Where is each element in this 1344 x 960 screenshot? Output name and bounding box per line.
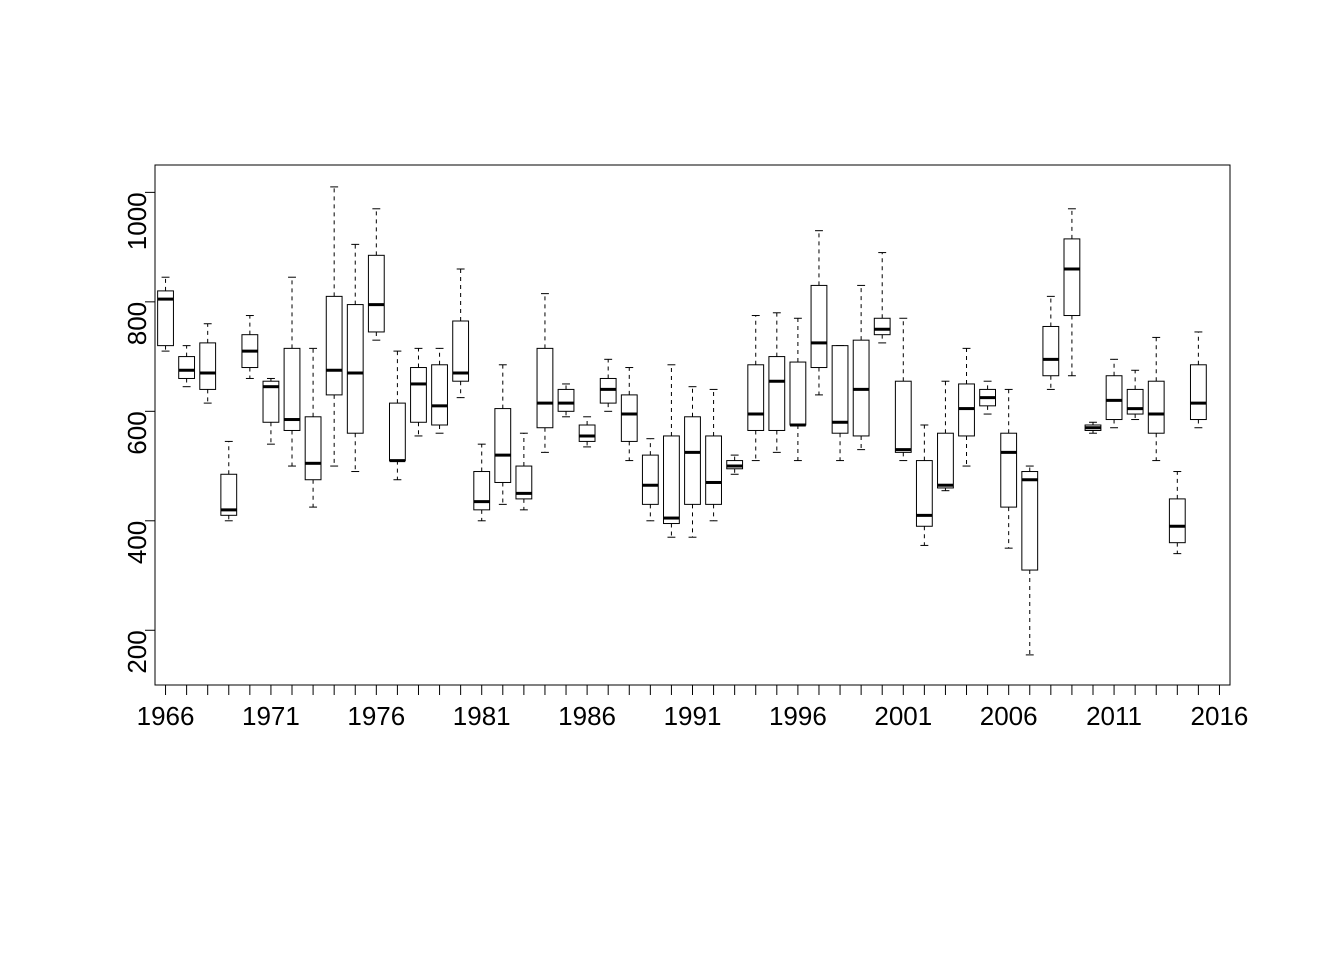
x-tick-label: 2011 — [1086, 701, 1142, 731]
y-tick-label: 800 — [122, 302, 152, 345]
y-tick-label: 1000 — [122, 192, 152, 250]
box — [664, 436, 680, 524]
box — [1169, 499, 1185, 543]
box — [1022, 472, 1038, 571]
boxplot-chart: 200 400 600 800 1000 1966 1971 1976 1981 1986 1991… — [0, 0, 1344, 960]
box — [832, 346, 848, 434]
box — [706, 436, 722, 504]
box — [790, 362, 806, 425]
box — [938, 433, 954, 488]
box — [621, 395, 637, 442]
x-tick-label: 1966 — [137, 701, 195, 731]
x-tick-label: 2016 — [1191, 701, 1249, 731]
x-tick-label: 1976 — [347, 701, 405, 731]
box — [1148, 381, 1164, 433]
x-tick-label: 2001 — [874, 701, 932, 731]
y-tick-label: 200 — [122, 630, 152, 673]
box — [411, 368, 427, 423]
box — [579, 425, 595, 441]
box — [495, 409, 511, 483]
box — [432, 365, 448, 425]
box — [1190, 365, 1206, 420]
box — [537, 348, 553, 427]
box — [1001, 433, 1017, 507]
box — [558, 389, 574, 411]
x-tick-label: 1996 — [769, 701, 827, 731]
x-tick-label: 2006 — [980, 701, 1038, 731]
box — [748, 365, 764, 431]
box — [474, 472, 490, 510]
y-tick-label: 600 — [122, 411, 152, 454]
box — [326, 296, 342, 395]
box — [895, 381, 911, 452]
box — [347, 305, 363, 434]
box — [368, 255, 384, 332]
box — [179, 357, 195, 379]
box — [811, 285, 827, 367]
box — [305, 417, 321, 480]
x-tick-label: 1991 — [664, 701, 722, 731]
y-tick-label: 400 — [122, 521, 152, 564]
box — [642, 455, 658, 504]
box — [874, 318, 890, 334]
box — [389, 403, 405, 460]
box — [1106, 376, 1122, 420]
box — [769, 357, 785, 431]
box — [1127, 389, 1143, 414]
x-tick-label: 1986 — [558, 701, 616, 731]
box — [200, 343, 216, 390]
box — [1064, 239, 1080, 316]
box — [1043, 326, 1059, 375]
x-tick-label: 1981 — [453, 701, 511, 731]
box — [685, 417, 701, 505]
x-tick-label: 1971 — [242, 701, 300, 731]
